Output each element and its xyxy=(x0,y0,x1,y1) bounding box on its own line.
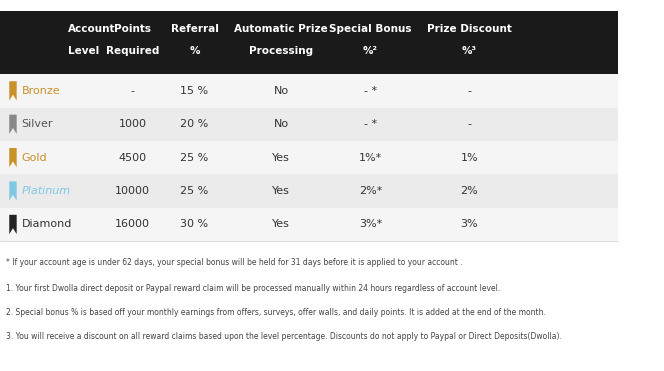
Bar xyxy=(0,11,618,74)
Bar xyxy=(0,108,618,141)
Text: Yes: Yes xyxy=(272,153,290,162)
Text: Gold: Gold xyxy=(22,153,47,162)
Text: No: No xyxy=(274,86,289,96)
Text: 20 %: 20 % xyxy=(181,119,208,129)
Text: 16000: 16000 xyxy=(116,220,150,229)
Text: 10000: 10000 xyxy=(116,186,150,196)
Polygon shape xyxy=(9,181,17,201)
Text: Account: Account xyxy=(68,24,116,33)
Bar xyxy=(0,74,618,108)
Text: 25 %: 25 % xyxy=(181,186,208,196)
Text: Yes: Yes xyxy=(272,186,290,196)
Text: Yes: Yes xyxy=(272,220,290,229)
Text: 3%*: 3%* xyxy=(359,220,382,229)
Text: -: - xyxy=(467,86,471,96)
Text: 1. Your first Dwolla direct deposit or Paypal reward claim will be processed man: 1. Your first Dwolla direct deposit or P… xyxy=(6,283,501,293)
Text: * If your account age is under 62 days, your special bonus will be held for 31 d: * If your account age is under 62 days, … xyxy=(6,258,463,267)
Text: 25 %: 25 % xyxy=(181,153,208,162)
Text: Level: Level xyxy=(68,46,99,56)
Text: Referral: Referral xyxy=(171,24,218,33)
Text: %: % xyxy=(189,46,200,56)
Text: 15 %: 15 % xyxy=(181,86,208,96)
Text: 2. Special bonus % is based off your monthly earnings from offers, surveys, offe: 2. Special bonus % is based off your mon… xyxy=(6,308,546,317)
Text: 1%*: 1%* xyxy=(359,153,382,162)
Text: -: - xyxy=(467,119,471,129)
Text: 2%*: 2%* xyxy=(359,186,382,196)
Text: -: - xyxy=(131,86,135,96)
Text: Points: Points xyxy=(114,24,151,33)
Text: %³: %³ xyxy=(461,46,477,56)
Text: - *: - * xyxy=(364,119,377,129)
Text: Automatic Prize: Automatic Prize xyxy=(234,24,328,33)
Text: 1%: 1% xyxy=(461,153,478,162)
Text: Diamond: Diamond xyxy=(22,220,72,229)
Bar xyxy=(0,208,618,241)
Polygon shape xyxy=(9,148,17,167)
Text: Silver: Silver xyxy=(22,119,53,129)
Text: Bronze: Bronze xyxy=(22,86,60,96)
Text: Prize Discount: Prize Discount xyxy=(427,24,512,33)
Text: Platinum: Platinum xyxy=(22,186,71,196)
Text: 1000: 1000 xyxy=(119,119,147,129)
Bar xyxy=(0,174,618,208)
Text: Required: Required xyxy=(106,46,159,56)
Polygon shape xyxy=(9,215,17,234)
Text: Processing: Processing xyxy=(249,46,313,56)
Text: 30 %: 30 % xyxy=(181,220,208,229)
Polygon shape xyxy=(9,115,17,134)
Text: Special Bonus: Special Bonus xyxy=(329,24,412,33)
Text: 3. You will receive a discount on all reward claims based upon the level percent: 3. You will receive a discount on all re… xyxy=(6,332,562,341)
Text: %²: %² xyxy=(363,46,378,56)
Polygon shape xyxy=(9,81,17,101)
Text: - *: - * xyxy=(364,86,377,96)
Text: 3%: 3% xyxy=(461,220,478,229)
Bar xyxy=(0,141,618,174)
Text: 2%: 2% xyxy=(461,186,478,196)
Text: 4500: 4500 xyxy=(119,153,147,162)
Text: No: No xyxy=(274,119,289,129)
